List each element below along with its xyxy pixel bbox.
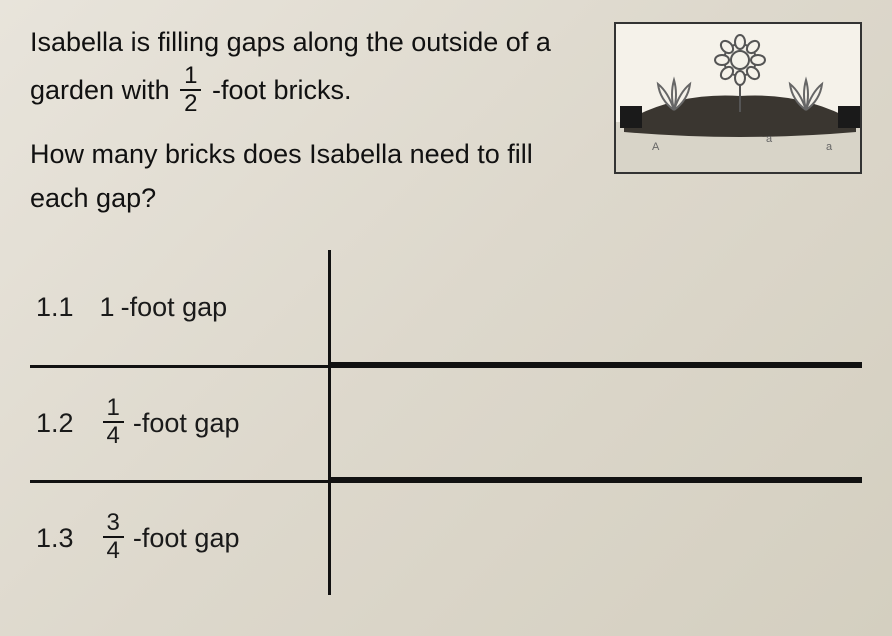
gap-fraction: 1 4 [103,396,124,448]
question-cell: 1.1 1 -foot gap [30,292,328,323]
question-cell: 1.2 1 4 -foot gap [30,398,328,450]
brick-size-fraction: 1 2 [180,64,201,116]
problem-line-4: each gap? [30,178,594,220]
gap-label: 3 4 -foot gap [100,513,240,565]
answer-cell [328,368,862,480]
gap-label: 1 -foot gap [100,292,228,323]
answer-cell [328,250,862,365]
answer-table: 1.1 1 -foot gap 1.2 1 4 -foot gap 1.3 [30,250,862,595]
table-row: 1.1 1 -foot gap [30,250,862,365]
question-number: 1.1 [36,292,74,323]
table-row: 1.3 3 4 -foot gap [30,480,862,595]
question-cell: 1.3 3 4 -foot gap [30,513,328,565]
svg-text:A: A [652,141,660,153]
svg-text:a: a [826,141,833,153]
gap-label: 1 4 -foot gap [100,398,240,450]
question-number: 1.2 [36,408,74,439]
problem-line-3: How many bricks does Isabella need to fi… [30,134,594,176]
problem-text: Isabella is filling gaps along the outsi… [30,22,594,222]
problem-line-2: garden with 1 2 -foot bricks. [30,66,594,118]
svg-text:a: a [766,133,773,145]
gap-fraction: 3 4 [103,511,124,563]
table-row: 1.2 1 4 -foot gap [30,365,862,480]
garden-illustration: A a a [614,22,862,174]
answer-cell [328,483,862,595]
question-number: 1.3 [36,523,74,554]
problem-line-1: Isabella is filling gaps along the outsi… [30,22,594,64]
